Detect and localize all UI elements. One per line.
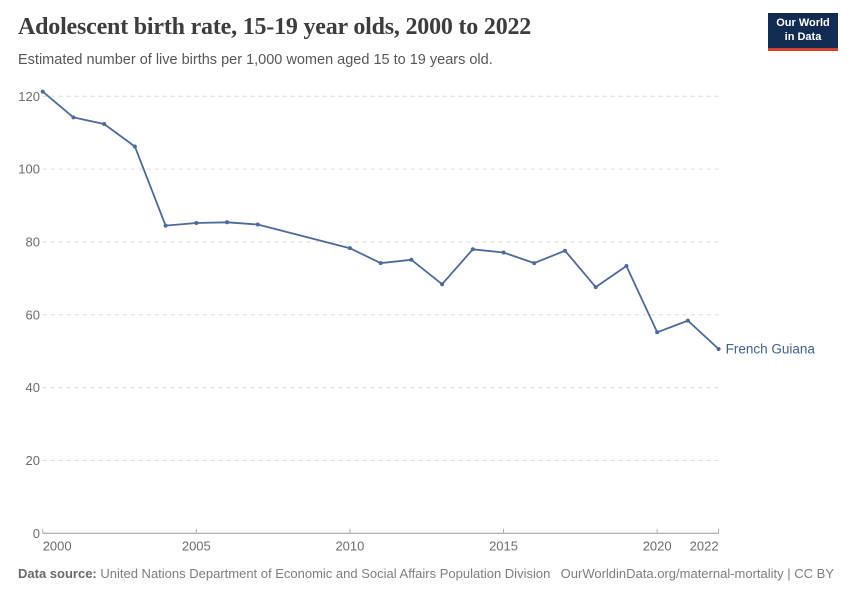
chart-title: Adolescent birth rate, 15-19 year olds, … [18,14,532,40]
data-point-marker[interactable] [378,261,383,266]
data-point-marker[interactable] [40,89,45,94]
x-tick-label: 2022 [690,538,719,553]
x-tick-label: 2005 [182,538,211,553]
data-point-marker[interactable] [655,330,660,335]
data-point-marker[interactable] [440,282,445,287]
data-point-marker[interactable] [716,347,721,352]
data-point-marker[interactable] [225,220,230,225]
data-source-note: Data source: United Nations Department o… [18,566,550,581]
data-point-marker[interactable] [194,221,199,226]
data-point-marker[interactable] [562,248,567,253]
owid-logo-text: Our World in Data [768,13,838,46]
series-label[interactable]: French Guiana [726,342,816,357]
x-tick-label: 2015 [489,538,518,553]
y-tick-label: 40 [26,380,40,395]
x-tick-label: 2020 [643,538,672,553]
data-point-marker[interactable] [624,264,629,269]
owid-citation-link[interactable]: OurWorldinData.org/maternal-mortality | … [560,566,834,581]
y-tick-label: 120 [18,89,40,104]
data-point-marker[interactable] [685,318,690,323]
data-point-marker[interactable] [132,144,137,149]
y-tick-label: 80 [26,234,40,249]
data-point-marker[interactable] [102,121,107,126]
data-point-marker[interactable] [501,250,506,255]
owid-logo-line2: in Data [784,30,822,43]
data-point-marker[interactable] [71,115,76,120]
owid-logo[interactable]: Our World in Data [768,13,838,51]
data-point-marker[interactable] [347,246,352,251]
x-tick-label: 2010 [335,538,364,553]
y-tick-label: 60 [26,307,40,322]
data-source-text: United Nations Department of Economic an… [96,566,551,581]
y-tick-label: 0 [33,526,40,541]
data-point-marker[interactable] [470,247,475,252]
y-tick-label: 20 [26,453,40,468]
owid-logo-accent-bar [768,47,838,51]
data-point-marker[interactable] [409,257,414,262]
series-line[interactable] [41,90,720,350]
data-point-marker[interactable] [532,261,537,266]
line-chart[interactable]: 2000 2005 2010 2015 2020 2022 0 20 40 60 80 100 120 F… [0,78,850,560]
data-source-label: Data source: [18,566,97,581]
data-point-marker[interactable] [593,285,598,290]
chart-subtitle: Estimated number of live births per 1,00… [18,52,493,68]
data-point-marker[interactable] [163,223,168,228]
chart-footer: Data source: United Nations Department o… [18,566,834,581]
data-point-marker[interactable] [255,222,260,227]
y-tick-label: 100 [18,162,40,177]
owid-logo-line1: Our World [776,17,830,30]
x-tick-label: 2000 [43,538,72,553]
